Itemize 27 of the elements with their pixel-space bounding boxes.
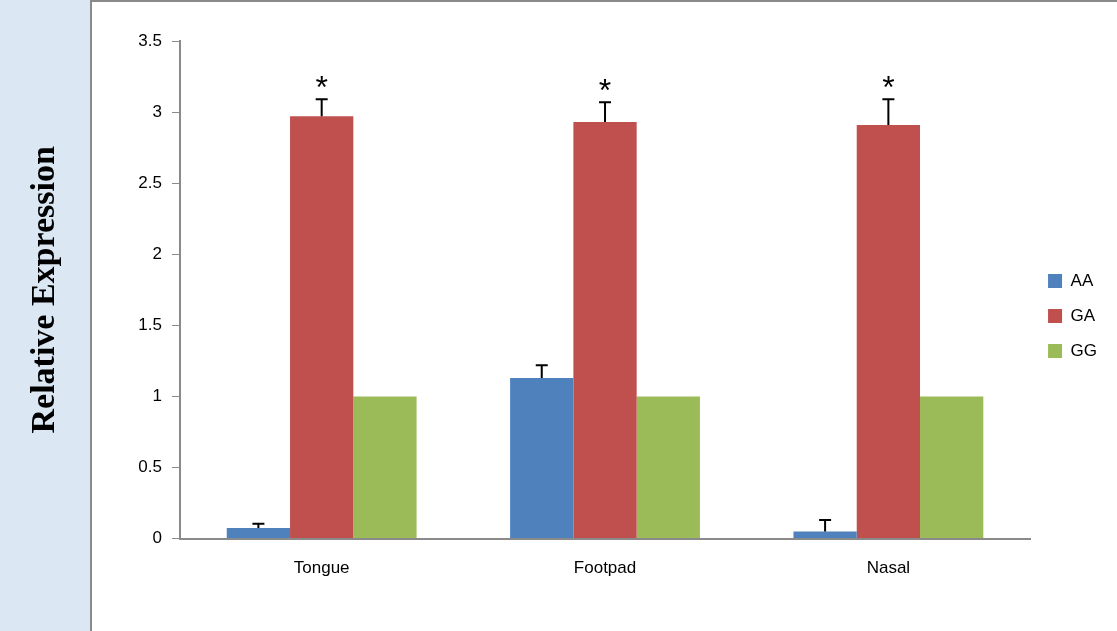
y-tick-label: 2 [152, 243, 162, 263]
x-tick-label: Tongue [293, 558, 350, 578]
y-tick-label: 3.5 [138, 30, 162, 50]
bar [353, 396, 417, 539]
x-tick-label: Nasal [866, 558, 911, 578]
y-tick-label: 0.5 [138, 457, 162, 477]
y-axis-title: Relative Expression [23, 146, 61, 434]
annotation: * [882, 69, 895, 106]
bar [290, 116, 354, 539]
bar [636, 396, 700, 539]
y-tick-label: 2.5 [138, 172, 162, 192]
y-tick-label: 3 [152, 101, 162, 121]
legend-label: AA [1070, 270, 1094, 290]
bar [920, 396, 984, 539]
bar [510, 377, 574, 539]
y-tick-label: 1 [152, 386, 162, 406]
bar [573, 122, 637, 539]
y-tick-label: 0 [152, 528, 162, 548]
legend-label: GA [1070, 305, 1096, 325]
annotation: * [315, 69, 328, 106]
legend-label: GG [1070, 340, 1098, 360]
bar [226, 527, 291, 539]
x-tick-label: Footpad [573, 558, 637, 578]
bar [856, 124, 921, 539]
y-tick-label: 1.5 [138, 315, 162, 335]
bar [793, 531, 857, 539]
annotation: * [598, 71, 612, 108]
